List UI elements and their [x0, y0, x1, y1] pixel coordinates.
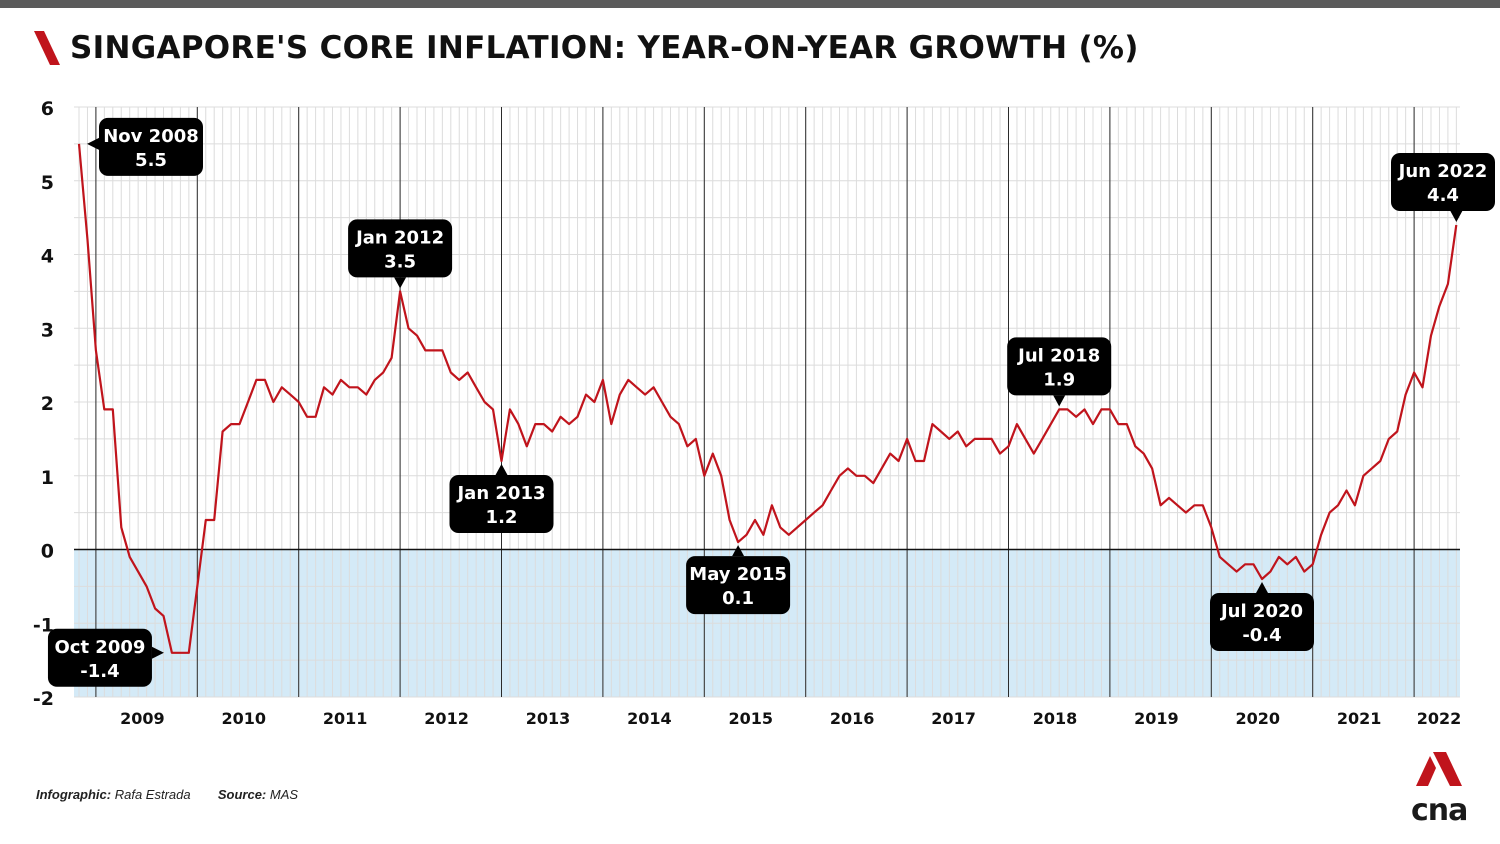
- callout-jan-2013: Jan 2013 1.2: [449, 464, 554, 533]
- callout-box: [47, 628, 152, 687]
- y-tick-label: 4: [41, 246, 54, 268]
- infographic-author: Rafa Estrada: [114, 787, 191, 802]
- callout-may-2015: May 2015 0.1: [686, 545, 791, 615]
- cna-logo-icon: [1416, 752, 1462, 786]
- callout-jan-2012: Jan 2012 3.5: [348, 219, 453, 289]
- y-tick-label: 6: [41, 98, 54, 120]
- x-tick-label: 2018: [1033, 709, 1078, 728]
- credits-footer: Infographic: Rafa Estrada Source: MAS: [36, 787, 298, 802]
- page-title: SINGAPORE'S CORE INFLATION: YEAR-ON-YEAR…: [70, 30, 1139, 66]
- y-tick-label: 1: [41, 467, 54, 489]
- callout-pointer: [87, 137, 99, 150]
- callout-date: Oct 2009: [54, 637, 145, 658]
- callout-pointer: [732, 545, 745, 557]
- callout-pointer: [394, 277, 407, 289]
- callout-value: 5.5: [135, 150, 167, 171]
- x-tick-label: 2011: [323, 709, 368, 728]
- callout-date: Nov 2008: [103, 126, 199, 147]
- x-tick-label: 2020: [1236, 709, 1281, 728]
- callout-date: Jul 2020: [1219, 601, 1303, 622]
- y-tick-label: 5: [41, 172, 54, 194]
- callout-box: [1007, 337, 1112, 396]
- callout-box: [348, 219, 453, 278]
- callout-value: 4.4: [1427, 185, 1459, 206]
- title-block: SINGAPORE'S CORE INFLATION: YEAR-ON-YEAR…: [34, 28, 1139, 68]
- brand-slash-icon: [34, 31, 60, 65]
- callout-date: May 2015: [689, 564, 787, 585]
- y-tick-label: 2: [41, 393, 54, 415]
- y-tick-label: 3: [41, 319, 54, 341]
- infographic-label: Infographic:: [36, 787, 112, 802]
- x-tick-label: 2014: [627, 709, 672, 728]
- callout-jul-2020: Jul 2020 -0.4: [1210, 582, 1314, 651]
- inflation-line-chart: 2009 2010 2011 2012 2013 2014 2015 2016 2017 2018…: [33, 98, 1495, 728]
- callout-jun-2022: Jun 2022 4.4: [1391, 153, 1495, 222]
- x-tick-label: 2009: [120, 709, 165, 728]
- callout-box: [1391, 153, 1495, 211]
- x-tick-label: 2022: [1417, 709, 1462, 728]
- callout-box: [99, 117, 203, 176]
- callout-value: -0.4: [1242, 625, 1281, 646]
- callout-box: [686, 556, 791, 615]
- source-label: Source:: [217, 787, 267, 802]
- callout-date: Jun 2022: [1397, 161, 1488, 182]
- callout-pointer: [495, 464, 508, 475]
- callout-value: 1.2: [486, 507, 518, 528]
- callout-box: [1210, 593, 1314, 651]
- source-name: MAS: [269, 787, 299, 802]
- callout-pointer: [1256, 582, 1268, 593]
- x-tick-label: 2019: [1134, 709, 1179, 728]
- x-tick-label: 2016: [830, 709, 875, 728]
- x-tick-label: 2021: [1337, 709, 1382, 728]
- callout-value: 1.9: [1043, 369, 1075, 390]
- inflation-series-line: [77, 143, 1458, 654]
- callout-jul-2018: Jul 2018 1.9: [1007, 337, 1112, 407]
- callout-value: 3.5: [384, 251, 416, 272]
- y-tick-label: -1: [33, 614, 54, 636]
- callout-pointer: [1450, 211, 1463, 222]
- callout-value: -1.4: [80, 661, 119, 682]
- callout-pointer: [151, 646, 164, 659]
- callout-oct-2009: Oct 2009 -1.4: [47, 628, 164, 687]
- x-tick-label: 2017: [931, 709, 976, 728]
- y-tick-label: -2: [33, 688, 54, 710]
- callout-pointer: [1053, 395, 1066, 407]
- x-tick-label: 2012: [424, 709, 469, 728]
- cna-logo-text: cna: [1411, 793, 1468, 828]
- top-bar: [0, 0, 1500, 8]
- callout-nov-2008: Nov 2008 5.5: [87, 117, 203, 176]
- callout-box: [449, 475, 554, 533]
- callout-date: Jan 2012: [354, 227, 444, 248]
- x-tick-label: 2015: [729, 709, 774, 728]
- x-tick-label: 2013: [526, 709, 571, 728]
- callout-value: 0.1: [722, 588, 754, 609]
- callout-date: Jan 2013: [455, 483, 545, 504]
- callout-date: Jul 2018: [1016, 345, 1100, 366]
- y-tick-label: 0: [41, 541, 54, 563]
- x-tick-label: 2010: [222, 709, 267, 728]
